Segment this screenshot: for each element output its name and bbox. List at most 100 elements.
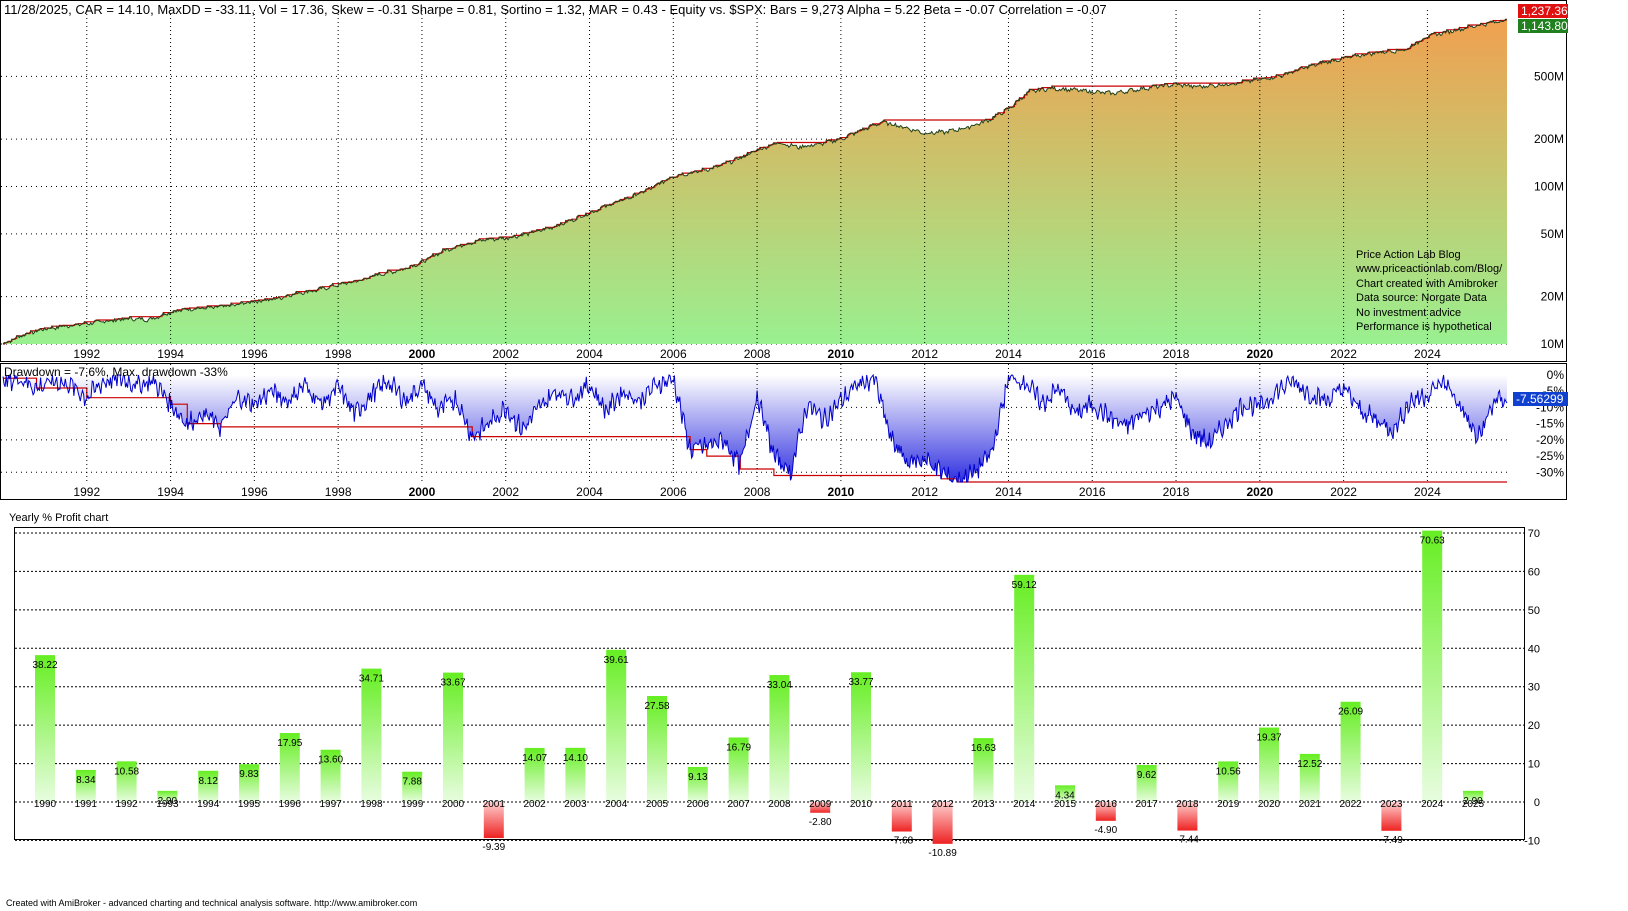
- profit-bar: [687, 766, 708, 802]
- profit-bar: [198, 770, 219, 802]
- x-tick-label: 2004: [576, 485, 603, 499]
- value-label: 33.77: [848, 677, 873, 688]
- drawdown-y-axis: 0%-5%-10%-15%-20%-25%-30%: [1536, 368, 1564, 479]
- profit-bar: [1095, 802, 1116, 821]
- x-tick-label: 2018: [1163, 485, 1190, 499]
- equity-badge-second: 1,143.80: [1518, 19, 1568, 33]
- value-label: -9.39: [482, 842, 505, 853]
- watermark-line: No investment advice: [1356, 307, 1461, 319]
- value-label: 19.37: [1256, 733, 1281, 744]
- x-tick-label: 2010: [828, 485, 855, 499]
- profit-bar: [402, 771, 423, 802]
- drawdown-badge: -7.56299: [1513, 392, 1568, 406]
- value-label: 9.83: [239, 769, 259, 780]
- value-label: 38.22: [32, 660, 57, 671]
- value-label: 8.34: [76, 775, 96, 786]
- x-tick-label: 1994: [157, 347, 184, 361]
- category-label: 2004: [605, 799, 628, 810]
- watermark-line: Performance is hypothetical: [1356, 321, 1492, 333]
- x-tick-label: 2012: [911, 485, 938, 499]
- profit-bar: [973, 738, 994, 802]
- x-tick-label: 2000: [409, 485, 436, 499]
- profit-panel: Yearly % Profit chart 1990 38.22 1991 8.34 1…: [9, 512, 1540, 859]
- category-label: 2023: [1380, 799, 1403, 810]
- y-tick-label: 0%: [1547, 368, 1565, 382]
- profit-bar: [565, 747, 586, 802]
- x-tick-label: 2022: [1330, 347, 1357, 361]
- watermark-line: Price Action Lab Blog: [1356, 249, 1461, 261]
- badge-second-text: 1,143.80: [1521, 19, 1568, 33]
- x-tick-label: 2022: [1330, 485, 1357, 499]
- y-tick-label: 50M: [1541, 227, 1564, 241]
- value-label: 10.58: [114, 766, 139, 777]
- value-label: 39.61: [604, 655, 629, 666]
- profit-bar: [810, 802, 831, 813]
- category-label: 2022: [1339, 799, 1362, 810]
- x-tick-label: 2014: [995, 485, 1022, 499]
- value-label: 8.12: [198, 776, 218, 787]
- category-label: 2009: [809, 799, 832, 810]
- value-label: 16.79: [726, 742, 751, 753]
- y-tick-label: -15%: [1536, 417, 1564, 431]
- x-tick-label: 2012: [911, 347, 938, 361]
- x-tick-label: 2006: [660, 347, 687, 361]
- equity-badge-top: 1,237.36: [1518, 4, 1568, 18]
- profit-bar: [1381, 802, 1402, 831]
- profit-bar: [116, 761, 137, 802]
- profit-bar: [1422, 530, 1443, 802]
- x-tick-label: 2016: [1079, 347, 1106, 361]
- x-tick-label: 2024: [1414, 347, 1441, 361]
- watermark: Price Action Lab Blog www.priceactionlab…: [1355, 249, 1503, 333]
- drawdown-panel: 0%-5%-10%-15%-20%-25%-30% 1992 1994 1996 19…: [0, 363, 1568, 500]
- value-label: -7.44: [1176, 835, 1199, 846]
- x-tick-label: 2020: [1246, 347, 1273, 361]
- category-label: 2003: [564, 799, 587, 810]
- x-tick-label: 1996: [241, 485, 268, 499]
- value-label: 33.04: [767, 680, 792, 691]
- value-label: 17.95: [277, 738, 302, 749]
- category-label: 2000: [442, 799, 465, 810]
- watermark-line: Data source: Norgate Data: [1356, 292, 1488, 304]
- category-label: 1991: [75, 799, 98, 810]
- drawdown-line: [2, 373, 1508, 483]
- x-tick-label: 2004: [576, 347, 603, 361]
- x-tick-label: 2008: [744, 347, 771, 361]
- x-tick-label: 2002: [492, 485, 519, 499]
- y-tick-label: 60: [1528, 566, 1540, 578]
- x-tick-label: 2002: [492, 347, 519, 361]
- y-tick-label: 40: [1528, 643, 1540, 655]
- value-label: 70.63: [1420, 536, 1445, 547]
- y-tick-label: 10: [1528, 759, 1540, 771]
- category-label: 2020: [1258, 799, 1281, 810]
- y-tick-label: 10M: [1541, 337, 1564, 351]
- value-label: 7.88: [402, 777, 422, 788]
- profit-bar: [1136, 765, 1157, 802]
- profit-bar: [1259, 727, 1279, 802]
- value-label: 14.10: [563, 753, 588, 764]
- y-tick-label: 20M: [1541, 290, 1564, 304]
- y-tick-label: -30%: [1536, 465, 1564, 479]
- value-label: 2.90: [1463, 796, 1483, 807]
- category-label: 1992: [115, 799, 138, 810]
- profit-bar: [35, 655, 55, 802]
- category-label: 2018: [1176, 799, 1199, 810]
- equity-y-axis: 10M 20M 50M 100M 200M 500M: [1534, 69, 1564, 351]
- category-label: 2010: [850, 799, 873, 810]
- value-label: 9.62: [1137, 770, 1157, 781]
- profit-bar: [891, 802, 912, 832]
- profit-y-axis: -10 0 10 20 30 40 50 60 70: [1524, 528, 1540, 847]
- profit-bar: [1014, 574, 1035, 802]
- watermark-line: www.priceactionlab.com/Blog/: [1355, 263, 1503, 275]
- value-label: 12.52: [1297, 759, 1322, 770]
- category-label: 2016: [1095, 799, 1118, 810]
- value-label: 2.90: [158, 796, 178, 807]
- y-tick-label: -10: [1524, 835, 1540, 847]
- badge-second-bg: [1518, 19, 1568, 33]
- x-tick-label: 2014: [995, 347, 1022, 361]
- profit-bar: [932, 802, 953, 844]
- drawdown-area: [3, 375, 1507, 482]
- x-tick-label: 1992: [73, 485, 100, 499]
- x-tick-label: 2018: [1163, 347, 1190, 361]
